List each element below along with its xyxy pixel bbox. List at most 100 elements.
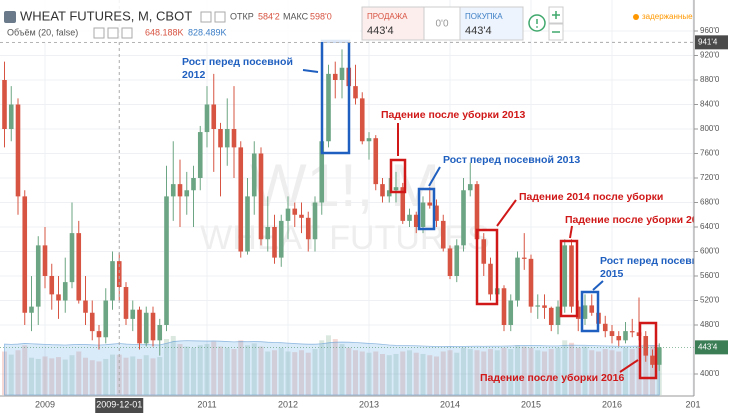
y-tick-label: 480'0 — [700, 320, 720, 329]
volume-bar — [96, 361, 102, 395]
icon[interactable] — [107, 27, 119, 39]
y-tick-label: 760'0 — [700, 149, 720, 158]
annotation-text: 2015 — [600, 268, 624, 280]
icon[interactable] — [214, 11, 226, 23]
volume-bar — [440, 351, 446, 395]
volume-bar — [616, 351, 622, 395]
volume-bar — [69, 355, 75, 395]
annotation-text: Рост перед посевной 2013 — [443, 154, 580, 166]
volume-bar — [238, 340, 244, 395]
candle-body — [2, 80, 7, 129]
box — [475, 228, 499, 306]
volume-bar — [177, 344, 183, 395]
volume-bar — [245, 345, 250, 395]
arrow — [496, 199, 517, 227]
symbol-icon[interactable] — [4, 11, 16, 23]
volume-bar — [62, 359, 68, 395]
candle-body — [515, 257, 520, 301]
volume-bar — [393, 353, 399, 395]
volume-bar — [197, 345, 203, 395]
buy-price: 443'4 — [465, 25, 492, 37]
candle-body — [380, 184, 385, 197]
volume-bar — [184, 346, 190, 395]
candle-body — [292, 208, 298, 215]
box — [389, 158, 407, 194]
volume-bar — [623, 347, 628, 395]
volume-bar — [164, 339, 169, 395]
candle-body — [386, 190, 392, 197]
candle-body — [35, 245, 41, 307]
volume-pane — [2, 335, 662, 396]
last-price-box — [695, 340, 728, 355]
candle-body — [400, 187, 406, 221]
watermark-name: WHEAT FUTURES — [200, 219, 490, 257]
volume-bar — [515, 345, 520, 395]
candle-body — [407, 214, 412, 221]
spread: 0'0 — [435, 19, 448, 30]
volume-bar — [204, 344, 210, 395]
buy-button[interactable] — [459, 6, 524, 41]
annotation-text: Падение после уборки 2015 — [565, 214, 709, 226]
candle-body — [238, 147, 244, 252]
volume-bar — [413, 352, 419, 395]
volume-bar — [454, 352, 460, 395]
candle-body — [427, 202, 433, 206]
volume-bar — [629, 349, 635, 395]
arrow — [592, 280, 604, 291]
candle-body — [218, 129, 223, 148]
candle-body — [29, 306, 34, 313]
volume-bar — [292, 352, 298, 395]
volume-bar — [251, 343, 257, 395]
candle-body — [265, 227, 271, 240]
candle-body — [157, 325, 163, 341]
candle-body — [548, 307, 554, 325]
candle-body — [96, 331, 102, 338]
candle-body — [42, 245, 48, 276]
icon[interactable] — [200, 11, 212, 23]
volume-bar — [447, 350, 453, 395]
volume-bar — [258, 346, 264, 395]
volume-bar — [542, 351, 547, 395]
volume-bar — [650, 345, 655, 395]
volume-bar — [501, 347, 507, 395]
candle-body — [650, 355, 655, 365]
candle-body — [373, 138, 379, 185]
time-axis — [0, 396, 729, 416]
annotation-shapes — [302, 39, 658, 380]
candle-body — [305, 217, 311, 240]
candle-body — [326, 73, 331, 142]
candle-body — [251, 153, 257, 197]
candle-body — [49, 276, 55, 295]
volume-bar — [89, 360, 95, 395]
volume-bar — [130, 356, 136, 395]
volume-bar — [110, 354, 115, 395]
volume-ma-value: 828.489K — [188, 27, 227, 37]
y-tick-label: 800'0 — [700, 124, 720, 133]
volume-bar — [434, 356, 439, 395]
candle-body — [191, 178, 196, 191]
icon[interactable] — [121, 27, 133, 39]
y-tick-label: 720'0 — [700, 173, 720, 182]
candle-body — [184, 190, 190, 197]
volume-bar — [407, 350, 412, 395]
sell-button[interactable] — [361, 6, 425, 41]
candle-body — [69, 233, 75, 283]
volume-bar — [22, 345, 28, 395]
annotation-text: 2012 — [182, 69, 206, 81]
icon[interactable] — [93, 27, 105, 39]
candle-body — [656, 347, 662, 365]
volume-bar — [143, 355, 149, 395]
volume-bar — [339, 344, 345, 395]
volume-bar — [157, 357, 163, 395]
volume-bar — [508, 349, 514, 395]
candle-body — [83, 300, 88, 313]
volume-bar — [150, 358, 156, 395]
icon — [536, 26, 538, 28]
volume-bar — [461, 347, 466, 395]
candle-body — [521, 257, 527, 259]
crosshair-x-box — [95, 398, 144, 413]
candle-body — [474, 184, 480, 240]
x-tick-label: 2013 — [359, 399, 379, 409]
